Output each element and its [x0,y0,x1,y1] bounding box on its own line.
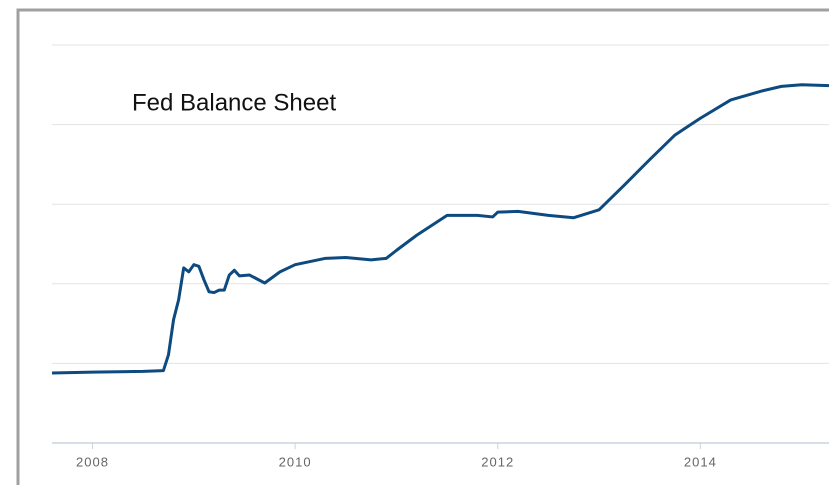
x-tick-label: 2008 [76,454,109,469]
line [51,83,829,375]
x-tick-label: 2014 [684,454,717,469]
x-tick-label: 2012 [481,454,514,469]
frame [16,8,829,485]
chart-title: Fed Balance Sheet [132,89,336,116]
x-tick-label: 2010 [279,454,312,469]
